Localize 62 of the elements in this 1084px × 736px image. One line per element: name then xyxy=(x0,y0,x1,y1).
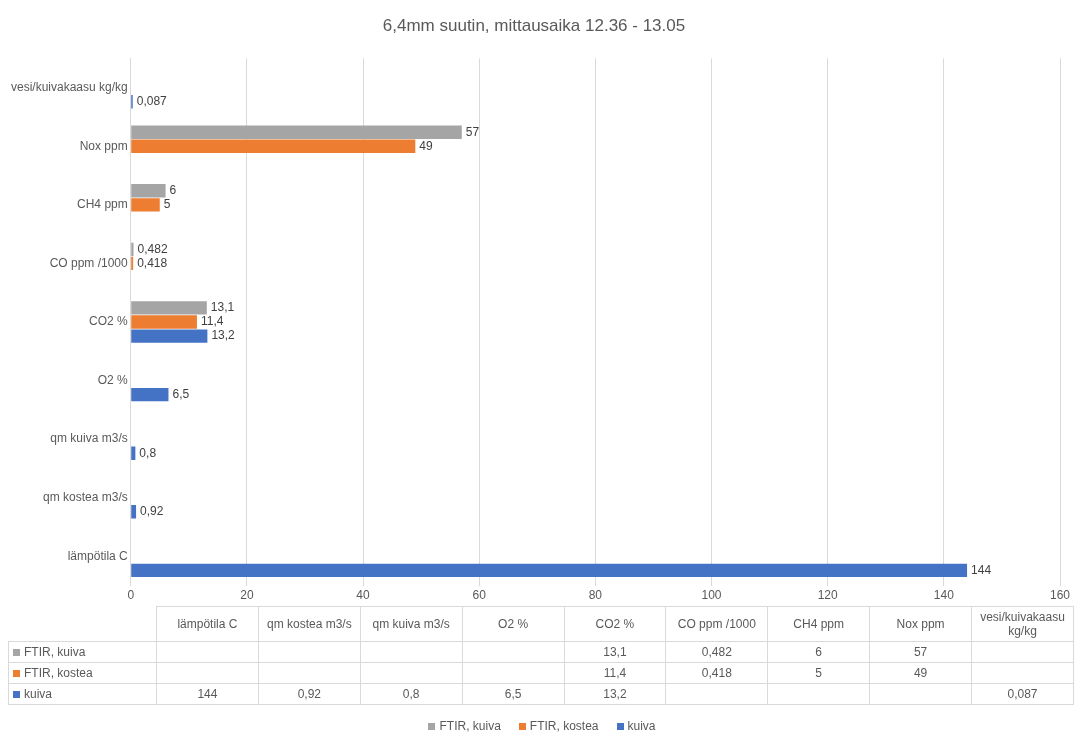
text: 0,8 xyxy=(402,687,420,701)
y-tick-label: CO2 % xyxy=(89,314,129,329)
y-tick-label: CO ppm /1000 xyxy=(49,255,129,270)
x-tick-label: 120 xyxy=(817,588,839,603)
category-label: O2 % xyxy=(498,617,529,631)
x-tick-label: 80 xyxy=(588,588,603,603)
x-tick-label: 0 xyxy=(127,588,135,603)
y-tick-label: vesi/kuivakaasu kg/kg xyxy=(10,80,128,94)
text: FTIR, kostea xyxy=(529,719,599,733)
text: 6,5 xyxy=(504,687,522,701)
category-label: CO2 % xyxy=(595,617,635,631)
data-label: 0,087 xyxy=(136,94,168,109)
category-label: vesi/kuivakaasu kg/kg xyxy=(980,610,1065,638)
data-label: 6 xyxy=(169,183,177,198)
y-tick-label: Nox ppm xyxy=(79,138,128,153)
text: 0,92 xyxy=(297,687,321,701)
text: FTIR, kuiva xyxy=(439,719,501,733)
text: 144 xyxy=(197,687,218,701)
data-label: 6,5 xyxy=(172,386,190,401)
text: 0,482 xyxy=(701,645,732,659)
x-tick-label: 20 xyxy=(240,588,254,603)
y-tick-label: qm kostea m3/s xyxy=(43,490,128,505)
category-label: qm kostea m3/s xyxy=(266,617,352,631)
data-label: 5 xyxy=(163,197,171,212)
category-label: qm kuiva m3/s xyxy=(372,617,450,631)
x-tick-label: 140 xyxy=(933,588,955,603)
text: 49 xyxy=(913,666,928,680)
x-tick-label: 100 xyxy=(701,588,722,603)
x-tick-label: 60 xyxy=(472,588,487,603)
data-label: 0,8 xyxy=(139,445,157,460)
category-label: lämpötila C xyxy=(177,617,238,631)
data-label: 57 xyxy=(465,124,480,139)
y-tick-label: CH4 ppm xyxy=(77,197,128,212)
data-label: 144 xyxy=(971,562,992,577)
text: kuiva xyxy=(627,719,656,733)
text: 11,4 xyxy=(603,666,627,680)
category-label: CH4 ppm xyxy=(793,617,845,631)
category-label: CO ppm /1000 xyxy=(677,617,756,631)
y-tick-label: qm kuiva m3/s xyxy=(50,431,128,446)
y-tick-label: lämpötila C xyxy=(67,548,129,563)
text: 6 xyxy=(815,645,823,659)
y-tick-label: O2 % xyxy=(97,372,129,387)
text: 13,1 xyxy=(603,645,627,659)
text: 0,418 xyxy=(701,666,732,680)
x-tick-label: 160 xyxy=(1049,588,1071,603)
legend-label: FTIR, kuiva xyxy=(8,641,157,663)
legend-label: FTIR, kostea xyxy=(8,662,157,684)
text: 5 xyxy=(815,666,823,680)
data-label: 11,4 xyxy=(200,314,224,329)
text: 0,087 xyxy=(1007,687,1038,701)
category-label: Nox ppm xyxy=(896,617,945,631)
data-label: 49 xyxy=(419,138,433,153)
data-label: 0,482 xyxy=(137,241,168,256)
text: 13,2 xyxy=(603,687,627,701)
data-label: 0,92 xyxy=(140,504,164,519)
text: 57 xyxy=(913,645,928,659)
data-label: 13,2 xyxy=(211,328,236,343)
data-label: 0,418 xyxy=(137,255,168,270)
x-tick-label: 40 xyxy=(356,588,371,603)
legend-label: kuiva xyxy=(8,683,157,705)
data-label: 13,1 xyxy=(210,300,235,315)
chart-title: 6,4mm suutin, mittausaika 12.36 - 13.05 xyxy=(382,15,686,35)
